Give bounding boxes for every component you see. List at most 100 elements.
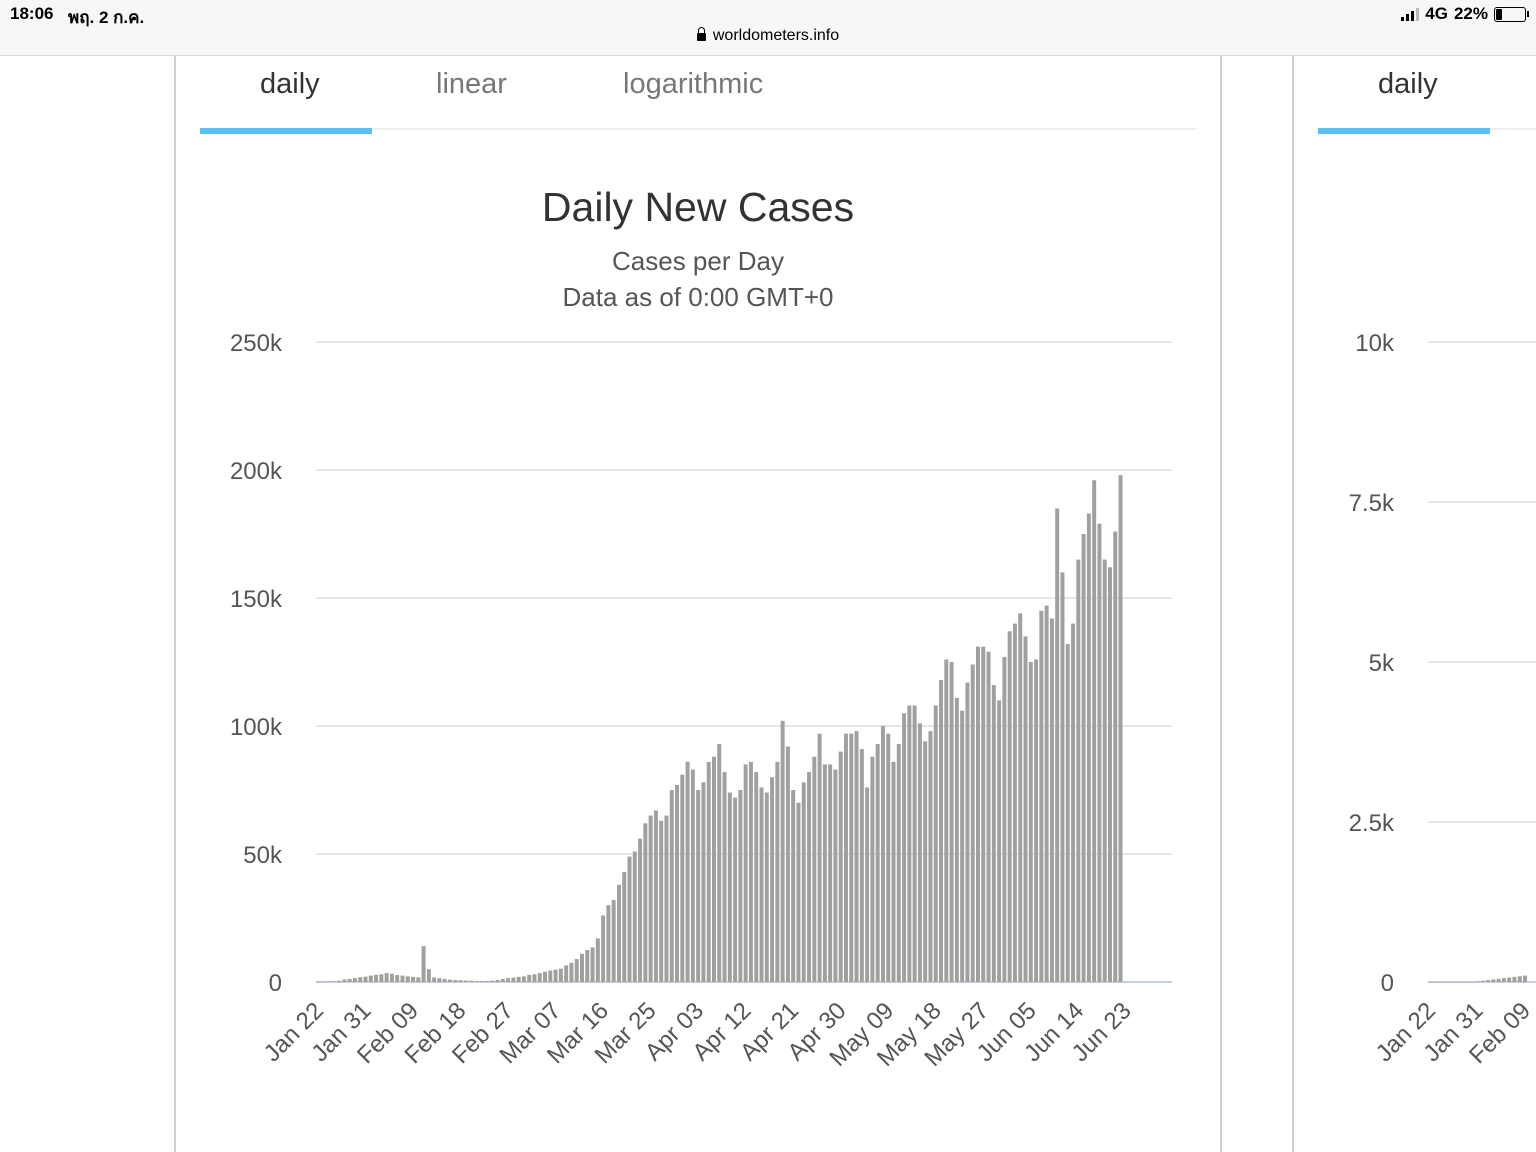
bar[interactable]	[632, 851, 637, 982]
bar[interactable]	[1459, 982, 1464, 983]
bar[interactable]	[622, 871, 627, 982]
bar[interactable]	[680, 774, 685, 982]
bar[interactable]	[653, 810, 658, 982]
bar[interactable]	[960, 710, 965, 982]
bar[interactable]	[374, 974, 379, 982]
bar[interactable]	[474, 980, 479, 982]
bar[interactable]	[828, 764, 833, 982]
bar[interactable]	[500, 978, 505, 982]
bar[interactable]	[495, 979, 500, 982]
bar[interactable]	[347, 978, 352, 982]
bar[interactable]	[411, 976, 416, 982]
bar[interactable]	[574, 958, 579, 982]
bar[interactable]	[717, 743, 722, 982]
bar[interactable]	[601, 915, 606, 982]
bar[interactable]	[389, 973, 394, 982]
bar[interactable]	[659, 820, 664, 982]
bar[interactable]	[316, 981, 320, 983]
bar[interactable]	[970, 664, 975, 982]
bar[interactable]	[363, 976, 368, 982]
tab-linear[interactable]: linear	[436, 68, 507, 100]
bar[interactable]	[838, 751, 843, 982]
bar[interactable]	[616, 884, 621, 982]
tab-logarithmic[interactable]: logarithmic	[623, 68, 764, 100]
bar[interactable]	[590, 947, 595, 982]
bar[interactable]	[1449, 982, 1454, 983]
bar[interactable]	[1475, 981, 1480, 982]
bar[interactable]	[537, 973, 542, 982]
bar[interactable]	[1118, 475, 1123, 982]
bar[interactable]	[1470, 982, 1475, 983]
bar[interactable]	[1507, 977, 1512, 982]
bar[interactable]	[400, 975, 405, 982]
bar[interactable]	[1486, 980, 1491, 982]
bar[interactable]	[780, 720, 785, 982]
bar[interactable]	[1044, 605, 1049, 982]
bar[interactable]	[1039, 610, 1044, 982]
bar[interactable]	[463, 980, 468, 982]
bar[interactable]	[1517, 976, 1522, 982]
bar[interactable]	[928, 731, 933, 982]
bar[interactable]	[606, 905, 611, 982]
bar[interactable]	[743, 764, 748, 982]
bar[interactable]	[1501, 978, 1506, 982]
bar[interactable]	[733, 797, 738, 982]
bar[interactable]	[548, 970, 553, 982]
bar[interactable]	[886, 733, 891, 982]
bar[interactable]	[854, 731, 859, 982]
bar[interactable]	[902, 713, 907, 982]
bar[interactable]	[690, 769, 695, 982]
bar[interactable]	[484, 980, 489, 982]
bar[interactable]	[801, 782, 806, 982]
bar[interactable]	[822, 764, 827, 982]
bar[interactable]	[1076, 559, 1081, 982]
bar[interactable]	[759, 787, 764, 982]
bar[interactable]	[1034, 659, 1039, 982]
bar[interactable]	[437, 978, 442, 982]
bar[interactable]	[1028, 662, 1033, 982]
bar[interactable]	[896, 743, 901, 982]
bar[interactable]	[738, 790, 743, 982]
bar[interactable]	[791, 790, 796, 982]
bar[interactable]	[817, 733, 822, 982]
bar[interactable]	[1454, 982, 1459, 983]
bar[interactable]	[395, 975, 400, 982]
bar[interactable]	[511, 977, 516, 982]
bar[interactable]	[912, 705, 917, 982]
bar[interactable]	[865, 787, 870, 982]
address-bar[interactable]: worldometers.info	[0, 27, 1536, 45]
bar[interactable]	[358, 977, 363, 982]
bar[interactable]	[595, 938, 600, 982]
bar[interactable]	[490, 980, 495, 982]
bar[interactable]	[965, 682, 970, 982]
bar[interactable]	[775, 761, 780, 982]
bar[interactable]	[331, 981, 336, 982]
bar[interactable]	[1102, 559, 1107, 982]
bar[interactable]	[321, 981, 326, 983]
bar[interactable]	[564, 965, 569, 982]
bar[interactable]	[696, 790, 701, 982]
bar[interactable]	[1480, 980, 1485, 982]
bar[interactable]	[796, 802, 801, 982]
bar[interactable]	[812, 756, 817, 982]
bar[interactable]	[1018, 613, 1023, 982]
tab-daily[interactable]: daily	[260, 68, 320, 100]
bar[interactable]	[770, 777, 775, 982]
bar[interactable]	[1012, 623, 1017, 982]
bar[interactable]	[954, 697, 959, 982]
bar[interactable]	[1007, 631, 1012, 982]
bar[interactable]	[1049, 618, 1054, 982]
bar[interactable]	[875, 743, 880, 982]
bar[interactable]	[1086, 513, 1091, 982]
bar[interactable]	[949, 662, 954, 982]
bar[interactable]	[506, 978, 511, 982]
bar[interactable]	[448, 979, 452, 982]
bar[interactable]	[722, 772, 727, 982]
bar[interactable]	[580, 953, 584, 982]
bar[interactable]	[880, 726, 885, 982]
bar[interactable]	[1428, 982, 1432, 983]
bar[interactable]	[352, 978, 357, 982]
bar[interactable]	[785, 746, 790, 982]
bar[interactable]	[1071, 623, 1076, 982]
bar[interactable]	[991, 685, 996, 982]
